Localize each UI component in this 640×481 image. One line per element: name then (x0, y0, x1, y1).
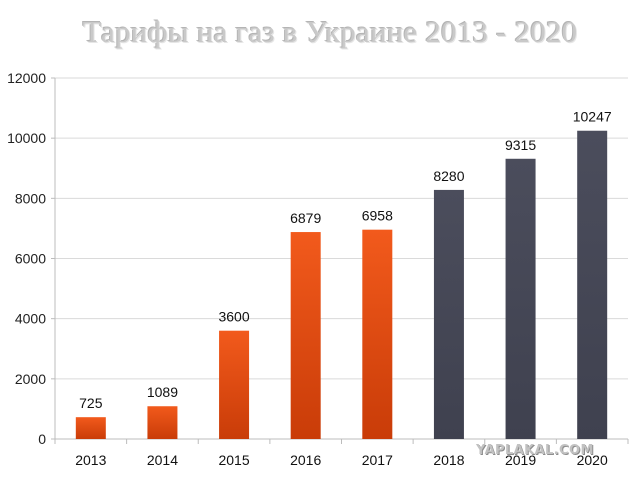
x-tick-label: 2014 (147, 452, 178, 468)
y-tick-label: 8000 (15, 190, 46, 206)
x-tick-label: 2016 (290, 452, 321, 468)
bar-2020 (577, 130, 608, 439)
data-label: 8280 (433, 168, 464, 184)
bar-2014 (147, 406, 178, 439)
x-tick-label: 2018 (433, 452, 464, 468)
y-tick-label: 6000 (15, 251, 46, 267)
gridlines (55, 77, 628, 440)
x-tick-label: 2015 (218, 452, 249, 468)
bars (75, 130, 608, 439)
x-tick-label: 2020 (577, 452, 608, 468)
data-labels: 725 1089 3600 6879 6958 8280 9315 10247 (79, 109, 612, 411)
data-label: 9315 (505, 137, 536, 153)
x-tick-label: 2013 (75, 452, 106, 468)
data-label: 1089 (147, 384, 178, 400)
x-tick-label: 2019 (505, 452, 536, 468)
y-tick-label: 0 (38, 431, 46, 447)
x-tick-label: 2017 (362, 452, 393, 468)
y-tick-label: 12000 (7, 70, 46, 86)
data-label: 6958 (362, 208, 393, 224)
y-tick-label: 4000 (15, 311, 46, 327)
chart-title: Тарифы на газ в Украине 2013 - 2020 (82, 14, 578, 49)
data-label: 10247 (573, 109, 612, 125)
x-axis: 2013 2014 2015 2016 2017 2018 2019 2020 (54, 439, 629, 468)
bar-2016 (290, 232, 321, 439)
y-axis: 0 2000 4000 6000 8000 10000 12000 (7, 70, 56, 447)
bar-2018 (433, 189, 464, 439)
y-tick-label: 2000 (15, 371, 46, 387)
bar-2015 (219, 330, 250, 439)
bar-2019 (505, 158, 536, 439)
watermark: YAPLAKAL.COM (476, 443, 594, 458)
y-tick-label: 10000 (7, 130, 46, 146)
data-label: 725 (79, 395, 103, 411)
bar-2013 (75, 417, 106, 439)
data-label: 3600 (218, 309, 249, 325)
bar-2017 (362, 229, 393, 439)
data-label: 6879 (290, 210, 321, 226)
